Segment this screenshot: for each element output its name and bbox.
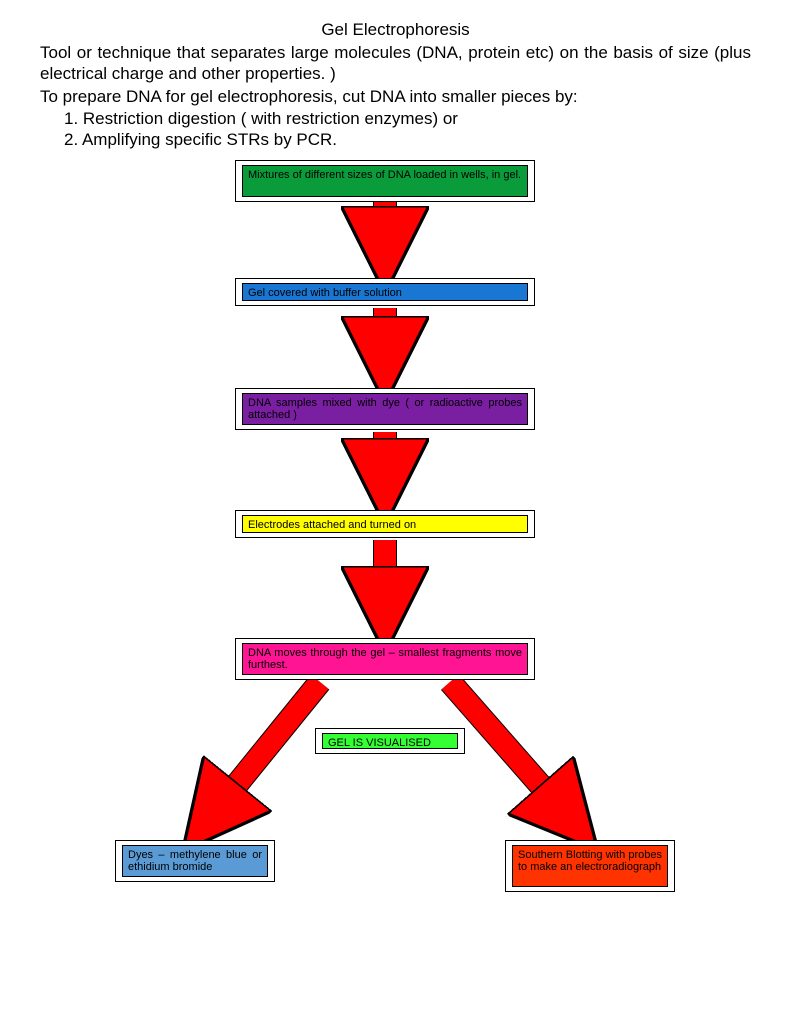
flow-box-label: Mixtures of different sizes of DNA loade… bbox=[242, 165, 528, 197]
flow-box-b2: Gel covered with buffer solution bbox=[235, 278, 535, 306]
flow-box-label: Dyes – methylene blue or ethidium bromid… bbox=[122, 845, 268, 877]
flow-box-b6: GEL IS VISUALISED bbox=[315, 728, 465, 754]
prep-list: 1. Restriction digestion ( with restrict… bbox=[64, 109, 751, 150]
flow-box-b4: Electrodes attached and turned on bbox=[235, 510, 535, 538]
flow-box-b8: Southern Blotting with probes to make an… bbox=[505, 840, 675, 892]
arrow-a5 bbox=[217, 682, 320, 809]
list-item: 1. Restriction digestion ( with restrict… bbox=[64, 109, 751, 129]
flow-box-label: DNA moves through the gel – smallest fra… bbox=[242, 643, 528, 675]
subintro-text: To prepare DNA for gel electrophoresis, … bbox=[40, 87, 751, 107]
flow-box-b7: Dyes – methylene blue or ethidium bromid… bbox=[115, 840, 275, 882]
flowchart: Mixtures of different sizes of DNA loade… bbox=[40, 160, 751, 950]
page-title: Gel Electrophoresis bbox=[40, 20, 751, 40]
flow-box-b5: DNA moves through the gel – smallest fra… bbox=[235, 638, 535, 680]
arrow-a6 bbox=[450, 682, 562, 810]
flow-box-label: Electrodes attached and turned on bbox=[242, 515, 528, 533]
flow-box-b1: Mixtures of different sizes of DNA loade… bbox=[235, 160, 535, 202]
intro-text: Tool or technique that separates large m… bbox=[40, 42, 751, 85]
flow-box-label: DNA samples mixed with dye ( or radioact… bbox=[242, 393, 528, 425]
flow-box-label: GEL IS VISUALISED bbox=[322, 733, 458, 749]
flow-box-label: Gel covered with buffer solution bbox=[242, 283, 528, 301]
flow-box-b3: DNA samples mixed with dye ( or radioact… bbox=[235, 388, 535, 430]
flow-box-label: Southern Blotting with probes to make an… bbox=[512, 845, 668, 887]
list-item: 2. Amplifying specific STRs by PCR. bbox=[64, 130, 751, 150]
